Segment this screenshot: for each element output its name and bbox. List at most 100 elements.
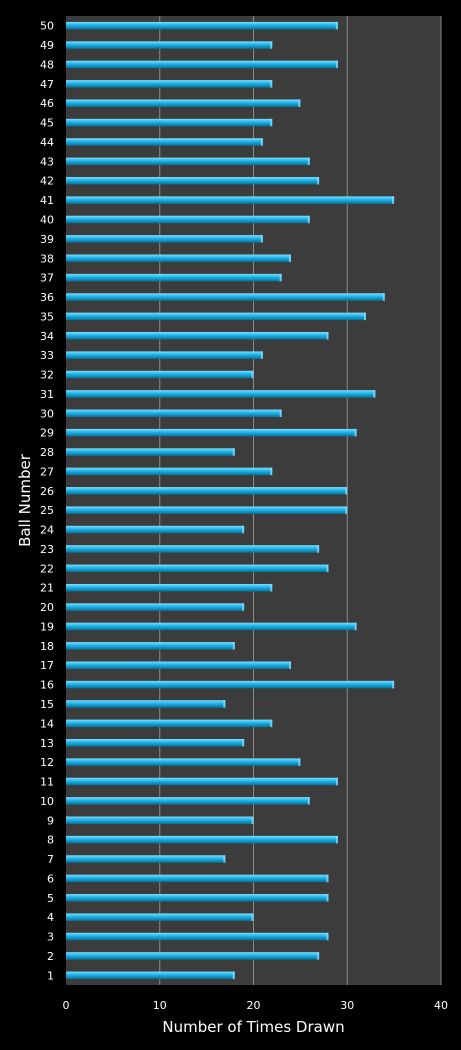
y-tick-label: 27 bbox=[40, 465, 54, 478]
bar-end-cap bbox=[307, 797, 310, 805]
bar-rect bbox=[66, 797, 310, 805]
bar bbox=[66, 506, 348, 514]
bar-rect bbox=[66, 21, 338, 30]
bar bbox=[66, 700, 226, 708]
bar bbox=[66, 680, 395, 689]
bar-end-cap bbox=[326, 564, 329, 573]
bar bbox=[66, 874, 329, 883]
bar-end-cap bbox=[335, 835, 338, 844]
bar bbox=[66, 816, 254, 825]
bar-end-cap bbox=[354, 622, 357, 631]
bar bbox=[66, 661, 291, 669]
bar bbox=[66, 642, 235, 650]
bar bbox=[66, 312, 366, 321]
bars bbox=[66, 21, 395, 980]
bar-end-cap bbox=[279, 409, 282, 418]
bar-rect bbox=[66, 622, 357, 631]
bar-rect bbox=[66, 273, 282, 282]
y-tick-label: 50 bbox=[40, 20, 54, 33]
bar-rect bbox=[66, 157, 310, 166]
y-tick-labels: 1234567891011121314151617181920212223242… bbox=[40, 20, 54, 983]
bar-rect bbox=[66, 564, 329, 573]
bar-end-cap bbox=[242, 525, 245, 534]
bar-end-cap bbox=[232, 642, 235, 650]
bar-rect bbox=[66, 894, 329, 902]
bar-rect bbox=[66, 138, 263, 146]
bar bbox=[66, 215, 310, 224]
bar-end-cap bbox=[232, 971, 235, 980]
bar-end-cap bbox=[270, 118, 273, 127]
y-tick-label: 33 bbox=[40, 349, 54, 362]
bar-rect bbox=[66, 952, 320, 960]
x-tick-label: 40 bbox=[434, 999, 448, 1012]
y-tick-label: 39 bbox=[40, 233, 54, 246]
bar bbox=[66, 99, 301, 107]
bar bbox=[66, 583, 273, 592]
bar-rect bbox=[66, 603, 245, 611]
bar bbox=[66, 293, 385, 301]
bar-end-cap bbox=[317, 176, 320, 185]
bar-end-cap bbox=[335, 777, 338, 786]
bar-rect bbox=[66, 370, 254, 379]
bar bbox=[66, 390, 376, 398]
bar-rect bbox=[66, 506, 348, 514]
x-tick-labels: 0 10 20 30 40 bbox=[63, 999, 449, 1012]
bar-rect bbox=[66, 80, 273, 88]
bar bbox=[66, 370, 254, 379]
y-tick-label: 48 bbox=[40, 58, 54, 71]
bar-rect bbox=[66, 525, 245, 534]
y-tick-label: 17 bbox=[40, 659, 54, 672]
bar-end-cap bbox=[345, 487, 348, 495]
bar bbox=[66, 932, 329, 941]
bar bbox=[66, 448, 235, 456]
bar-rect bbox=[66, 351, 263, 359]
y-tick-label: 7 bbox=[47, 853, 54, 866]
bar-end-cap bbox=[298, 99, 301, 107]
bar-end-cap bbox=[307, 157, 310, 166]
bar bbox=[66, 855, 226, 863]
bar-end-cap bbox=[260, 351, 263, 359]
y-tick-label: 40 bbox=[40, 213, 54, 226]
y-tick-label: 12 bbox=[40, 756, 54, 769]
bar-rect bbox=[66, 467, 273, 476]
bar-end-cap bbox=[289, 661, 291, 669]
bar-end-cap bbox=[345, 506, 348, 514]
bar-end-cap bbox=[223, 855, 226, 863]
bar bbox=[66, 894, 329, 902]
y-tick-label: 46 bbox=[40, 97, 54, 110]
y-tick-label: 14 bbox=[40, 717, 54, 730]
bar bbox=[66, 525, 245, 534]
x-tick-label: 10 bbox=[153, 999, 167, 1012]
y-tick-label: 24 bbox=[40, 524, 54, 537]
bar-rect bbox=[66, 60, 338, 69]
bar bbox=[66, 835, 338, 844]
bar-end-cap bbox=[270, 583, 273, 592]
y-tick-label: 9 bbox=[47, 814, 54, 827]
bar-end-cap bbox=[279, 273, 282, 282]
y-tick-label: 47 bbox=[40, 78, 54, 91]
y-tick-label: 42 bbox=[40, 175, 54, 188]
bar-end-cap bbox=[270, 467, 273, 476]
bar-end-cap bbox=[232, 448, 235, 456]
y-tick-label: 34 bbox=[40, 330, 54, 343]
bar bbox=[66, 235, 263, 243]
y-tick-label: 37 bbox=[40, 272, 54, 285]
bar-rect bbox=[66, 642, 235, 650]
y-tick-label: 44 bbox=[40, 136, 54, 149]
bar bbox=[66, 467, 273, 476]
bar bbox=[66, 913, 254, 921]
bar-rect bbox=[66, 428, 357, 437]
bar-end-cap bbox=[364, 312, 366, 321]
bar bbox=[66, 758, 301, 766]
y-tick-label: 4 bbox=[47, 911, 54, 924]
bar-rect bbox=[66, 719, 273, 728]
y-tick-label: 2 bbox=[47, 950, 54, 963]
bar-rect bbox=[66, 816, 254, 825]
y-tick-label: 18 bbox=[40, 640, 54, 653]
x-axis-title: Number of Times Drawn bbox=[162, 1018, 344, 1036]
bar-end-cap bbox=[335, 60, 338, 69]
bar bbox=[66, 952, 320, 960]
y-tick-label: 16 bbox=[40, 679, 54, 692]
bar-rect bbox=[66, 913, 254, 921]
bar-end-cap bbox=[317, 545, 320, 553]
